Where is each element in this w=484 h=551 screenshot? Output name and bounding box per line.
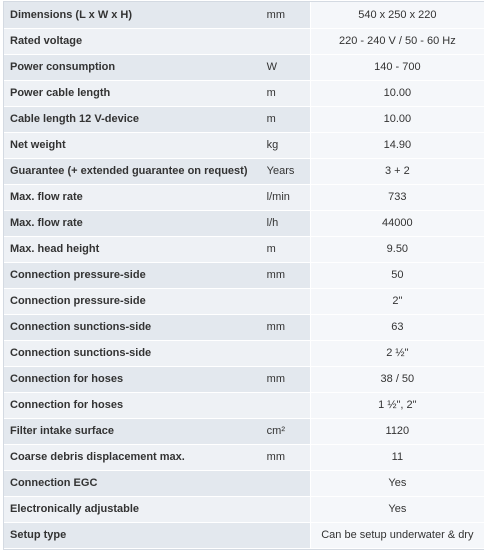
spec-label: Connection for hoses bbox=[4, 366, 261, 393]
spec-value: 733 bbox=[309, 184, 484, 211]
spec-value: 11 bbox=[309, 444, 484, 471]
spec-unit: l/h bbox=[260, 210, 311, 237]
spec-unit: m bbox=[260, 236, 311, 263]
table-row: Setup type Can be setup underwater & dry bbox=[4, 522, 484, 549]
table-row: Power cable length m 10.00 bbox=[4, 80, 484, 107]
table-row: Guarantee (+ extended guarantee on reque… bbox=[4, 158, 484, 185]
spec-label: Connection sunctions-side bbox=[4, 340, 261, 367]
spec-value: 9.50 bbox=[309, 236, 484, 263]
table-row: Max. flow rate l/h 44000 bbox=[4, 210, 484, 237]
spec-unit: m bbox=[260, 106, 311, 133]
spec-unit bbox=[260, 522, 311, 549]
spec-label: Coarse debris displacement max. bbox=[4, 444, 261, 471]
spec-label: Rated voltage bbox=[4, 28, 261, 55]
spec-value: 14.90 bbox=[309, 132, 484, 159]
spec-label: Guarantee (+ extended guarantee on reque… bbox=[4, 158, 261, 185]
spec-value: 38 / 50 bbox=[309, 366, 484, 393]
spec-value: 2" bbox=[309, 288, 484, 315]
table-row: Power consumption W 140 - 700 bbox=[4, 54, 484, 81]
spec-value: 63 bbox=[309, 314, 484, 341]
spec-label: Connection sunctions-side bbox=[4, 314, 261, 341]
table-row: Connection EGC Yes bbox=[4, 470, 484, 497]
table-row: Connection pressure-side mm 50 bbox=[4, 262, 484, 289]
spec-value: 44000 bbox=[309, 210, 484, 237]
spec-unit bbox=[260, 288, 311, 315]
spec-label: Electronically adjustable bbox=[4, 496, 261, 523]
spec-value: 3 + 2 bbox=[309, 158, 484, 185]
spec-unit: mm bbox=[260, 2, 311, 29]
spec-label: Connection pressure-side bbox=[4, 288, 261, 315]
table-row: Filter intake surface cm² 1120 bbox=[4, 418, 484, 445]
spec-value: 540 x 250 x 220 bbox=[309, 2, 484, 29]
specifications-body: Dimensions (L x W x H) mm 540 x 250 x 220 R… bbox=[4, 2, 484, 549]
spec-label: Dimensions (L x W x H) bbox=[4, 2, 261, 29]
table-row: Connection sunctions-side 2 ½" bbox=[4, 340, 484, 367]
table-row: Max. head height m 9.50 bbox=[4, 236, 484, 263]
spec-value: 220 - 240 V / 50 - 60 Hz bbox=[309, 28, 484, 55]
spec-label: Connection EGC bbox=[4, 470, 261, 497]
table-row: Connection sunctions-side mm 63 bbox=[4, 314, 484, 341]
spec-label: Power consumption bbox=[4, 54, 261, 81]
spec-label: Setup type bbox=[4, 522, 261, 549]
table-row: Connection for hoses 1 ½", 2" bbox=[4, 392, 484, 419]
spec-unit: m bbox=[260, 80, 311, 107]
table-row: Electronically adjustable Yes bbox=[4, 496, 484, 523]
spec-unit bbox=[260, 340, 311, 367]
spec-unit bbox=[260, 392, 311, 419]
spec-unit: mm bbox=[260, 366, 311, 393]
specifications-table: Dimensions (L x W x H) mm 540 x 250 x 220 R… bbox=[4, 2, 484, 549]
spec-label: Max. flow rate bbox=[4, 184, 261, 211]
spec-label: Max. head height bbox=[4, 236, 261, 263]
spec-value: Can be setup underwater & dry bbox=[309, 522, 484, 549]
spec-unit: mm bbox=[260, 314, 311, 341]
spec-label: Cable length 12 V-device bbox=[4, 106, 261, 133]
spec-unit bbox=[260, 28, 311, 55]
spec-value: Yes bbox=[309, 496, 484, 523]
spec-unit: mm bbox=[260, 444, 311, 471]
table-row: Connection pressure-side 2" bbox=[4, 288, 484, 315]
spec-unit: cm² bbox=[260, 418, 311, 445]
spec-label: Net weight bbox=[4, 132, 261, 159]
spec-value: 1 ½", 2" bbox=[309, 392, 484, 419]
table-row: Dimensions (L x W x H) mm 540 x 250 x 220 bbox=[4, 2, 484, 29]
spec-unit: W bbox=[260, 54, 311, 81]
spec-value: 50 bbox=[309, 262, 484, 289]
spec-label: Connection for hoses bbox=[4, 392, 261, 419]
table-row: Cable length 12 V-device m 10.00 bbox=[4, 106, 484, 133]
spec-unit: Years bbox=[260, 158, 311, 185]
spec-unit: mm bbox=[260, 262, 311, 289]
spec-unit bbox=[260, 496, 311, 523]
spec-value: 140 - 700 bbox=[309, 54, 484, 81]
spec-label: Connection pressure-side bbox=[4, 262, 261, 289]
spec-unit: kg bbox=[260, 132, 311, 159]
table-row: Connection for hoses mm 38 / 50 bbox=[4, 366, 484, 393]
spec-label: Filter intake surface bbox=[4, 418, 261, 445]
spec-unit: l/min bbox=[260, 184, 311, 211]
spec-value: 2 ½" bbox=[309, 340, 484, 367]
spec-label: Max. flow rate bbox=[4, 210, 261, 237]
table-row: Rated voltage 220 - 240 V / 50 - 60 Hz bbox=[4, 28, 484, 55]
spec-value: 1120 bbox=[309, 418, 484, 445]
table-row: Coarse debris displacement max. mm 11 bbox=[4, 444, 484, 471]
spec-value: 10.00 bbox=[309, 80, 484, 107]
spec-value: Yes bbox=[309, 470, 484, 497]
spec-label: Power cable length bbox=[4, 80, 261, 107]
table-row: Max. flow rate l/min 733 bbox=[4, 184, 484, 211]
table-row: Net weight kg 14.90 bbox=[4, 132, 484, 159]
spec-unit bbox=[260, 470, 311, 497]
spec-value: 10.00 bbox=[309, 106, 484, 133]
